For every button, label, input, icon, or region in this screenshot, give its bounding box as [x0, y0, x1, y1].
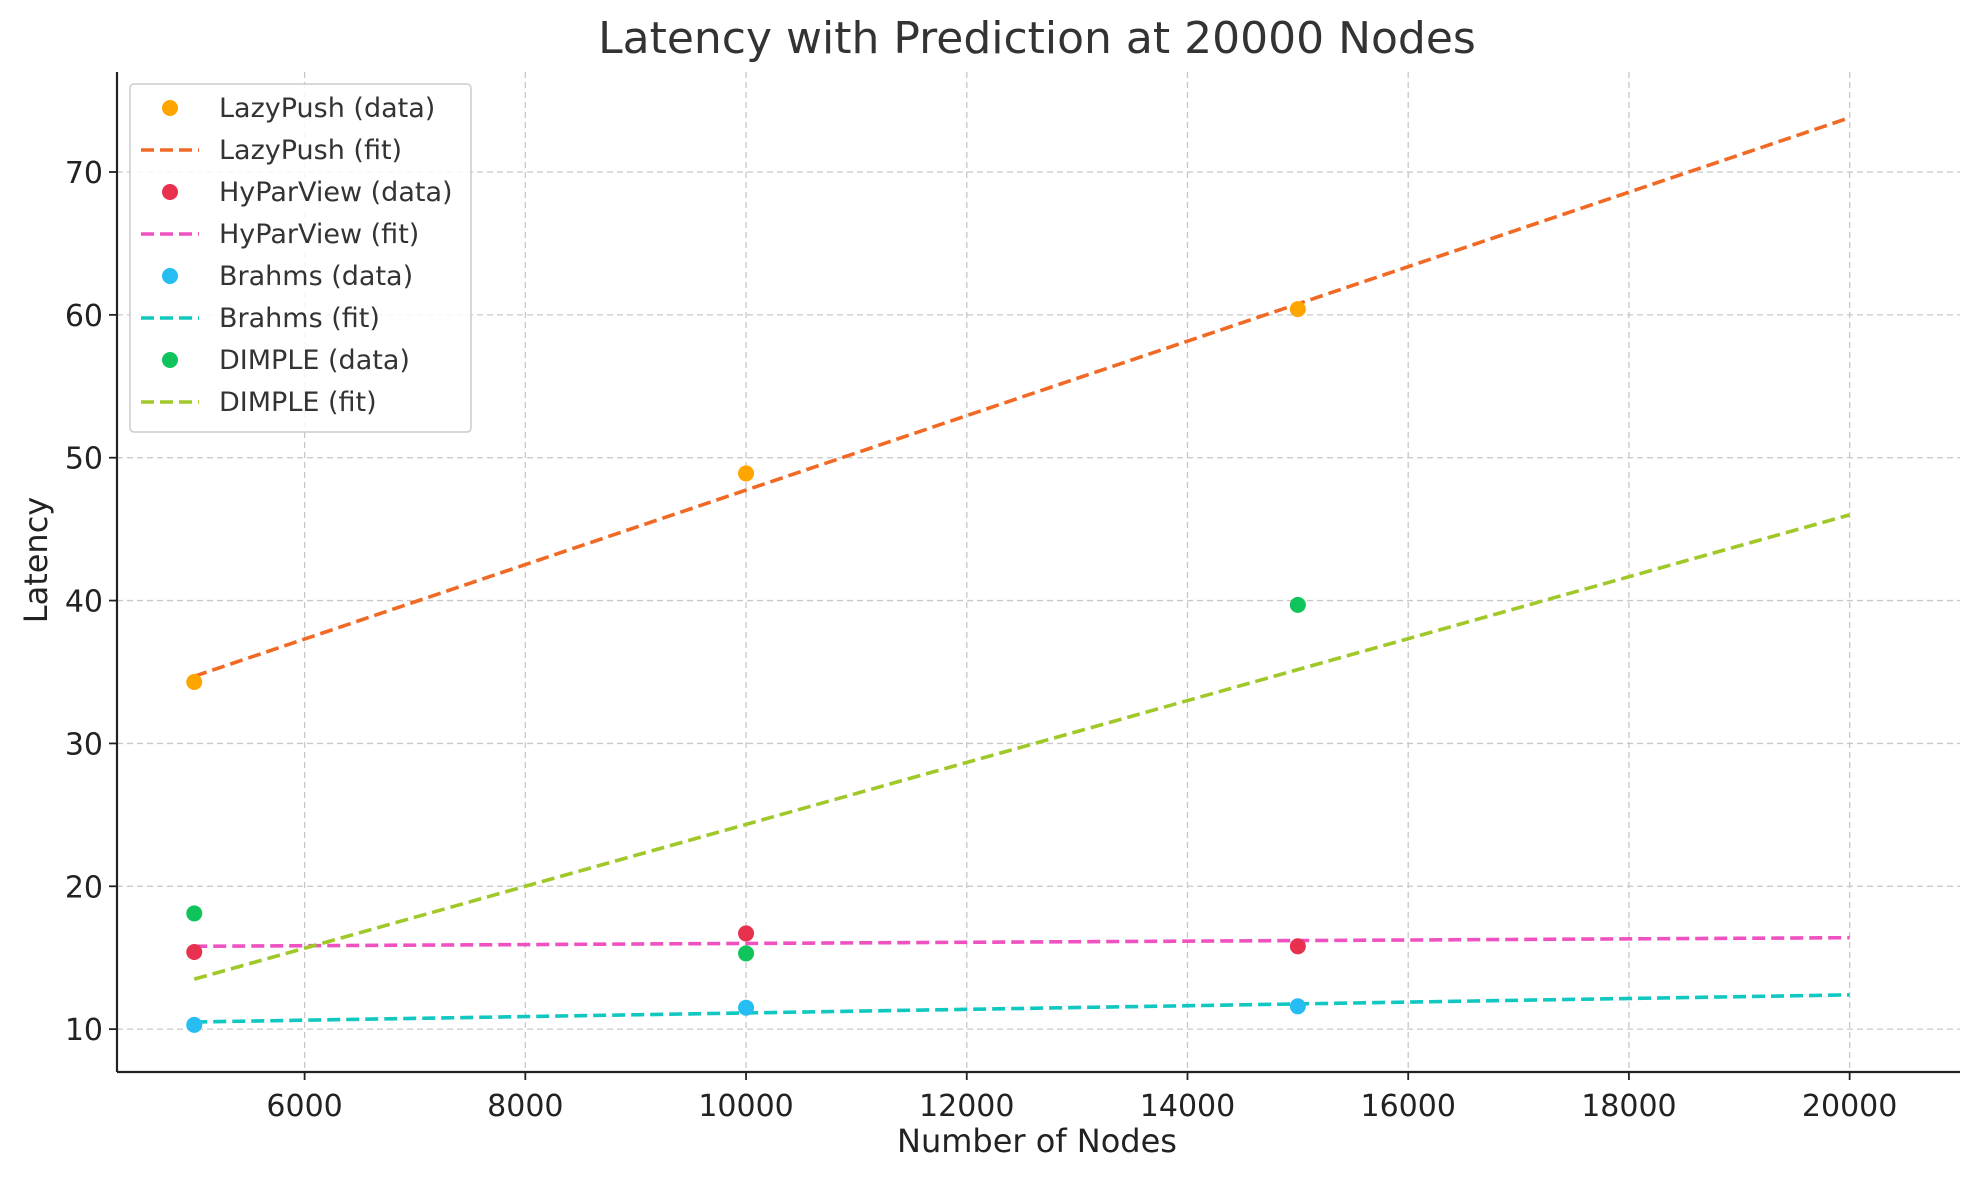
- hyparview-data-point: [1289, 938, 1306, 955]
- data-points: [186, 301, 1306, 1033]
- x-tick-label: 10000: [698, 1089, 793, 1124]
- legend: LazyPush (data) LazyPush (fit) HyParView (…: [129, 83, 472, 433]
- x-axis-label: Number of Nodes: [897, 1122, 1177, 1160]
- lazypush-data-point: [1289, 301, 1306, 318]
- legend-swatch-hyparview-data: [162, 184, 178, 200]
- legend-label-dimple-data: DIMPLE (data): [219, 345, 410, 376]
- y-tick-label: 30: [65, 727, 103, 762]
- y-tick-label: 70: [65, 156, 103, 191]
- legend-label-dimple-fit: DIMPLE (fit): [219, 387, 377, 418]
- y-tick-label: 40: [65, 585, 103, 620]
- x-tick-label: 16000: [1360, 1089, 1455, 1124]
- lazypush-fit-line: [193, 116, 1851, 678]
- legend-label-lazypush-data: LazyPush (data): [219, 93, 435, 124]
- y-tick-label: 10: [65, 1013, 103, 1048]
- legend-label-hyparview-data: HyParView (data): [219, 177, 453, 208]
- x-tick-label: 6000: [266, 1089, 342, 1124]
- dimple-data-point: [738, 945, 755, 962]
- brahms-data-point: [738, 999, 755, 1016]
- hyparview-data-point: [738, 925, 755, 942]
- brahms-data-point: [1289, 998, 1306, 1015]
- dimple-fit-line: [193, 513, 1851, 981]
- hyparview-fit-line: [194, 935, 1850, 949]
- lazypush-data-point: [186, 674, 203, 690]
- dimple-data-point: [186, 905, 203, 922]
- legend-label-brahms-data: Brahms (data): [219, 261, 413, 292]
- legend-label-lazypush-fit: LazyPush (fit): [219, 135, 402, 166]
- dimple-data-point: [1289, 596, 1306, 613]
- x-tick-label: 8000: [487, 1089, 563, 1124]
- brahms-fit-line: [194, 993, 1850, 1024]
- lazypush-data-point: [738, 465, 755, 482]
- axes: 6000 8000 10000 12000 14000 16000 18000 20000 10…: [65, 72, 1960, 1124]
- legend-swatch-brahms-data: [162, 268, 178, 284]
- brahms-data-point: [186, 1016, 203, 1033]
- legend-label-hyparview-fit: HyParView (fit): [219, 219, 419, 250]
- grid: [117, 72, 1960, 1072]
- legend-label-brahms-fit: Brahms (fit): [219, 303, 380, 334]
- x-tick-label: 14000: [1140, 1089, 1235, 1124]
- x-tick-label: 12000: [919, 1089, 1014, 1124]
- legend-swatch-dimple-data: [162, 352, 178, 368]
- y-tick-label: 20: [65, 870, 103, 905]
- chart-title: Latency with Prediction at 20000 Nodes: [598, 13, 1476, 64]
- y-axis-label: Latency: [17, 497, 55, 623]
- x-tick-label: 20000: [1802, 1089, 1897, 1124]
- fit-lines: [193, 116, 1851, 1024]
- x-tick-label: 18000: [1581, 1089, 1676, 1124]
- hyparview-data-point: [186, 944, 203, 960]
- y-tick-label: 60: [65, 299, 103, 334]
- legend-frame: [129, 83, 472, 433]
- legend-swatch-lazypush-data: [162, 100, 178, 116]
- y-tick-label: 50: [65, 442, 103, 477]
